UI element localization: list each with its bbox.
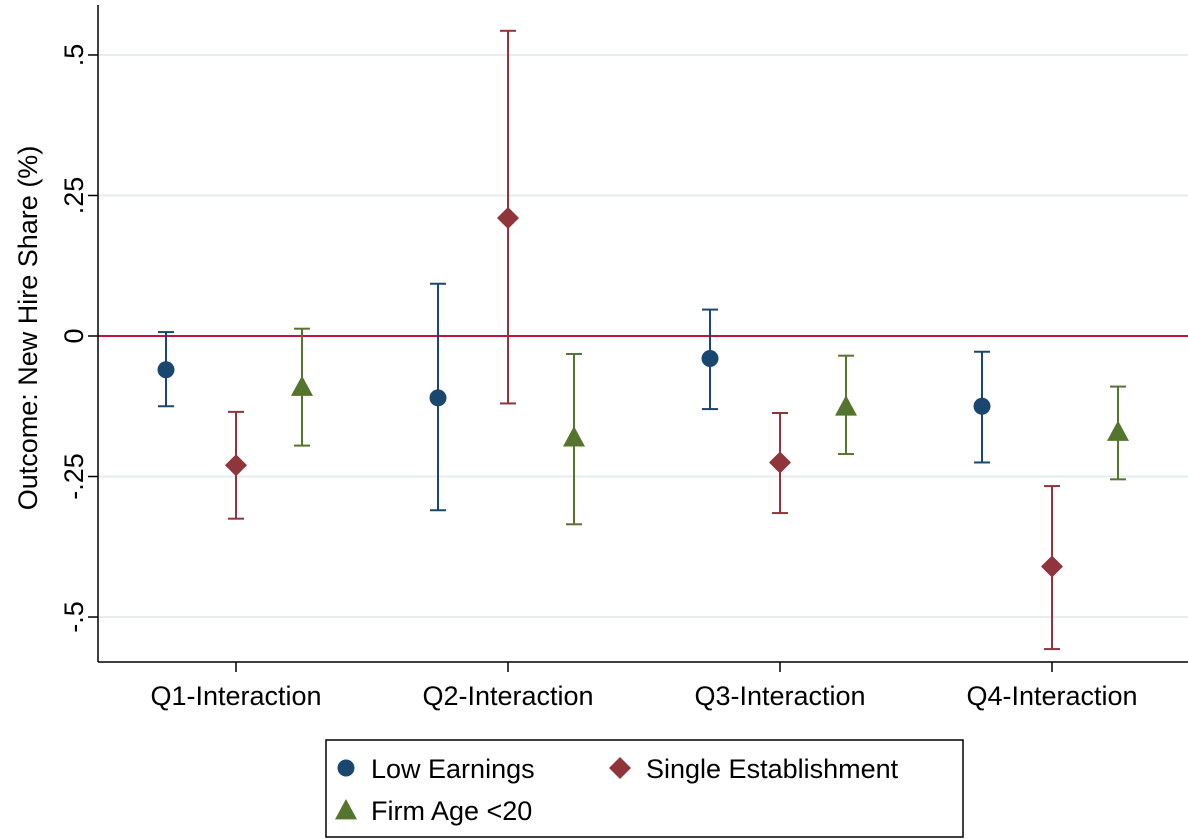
data-point	[497, 206, 519, 229]
legend-label: Single Establishment	[646, 754, 899, 784]
y-axis-title: Outcome: New Hire Share (%)	[13, 146, 43, 511]
legend-label: Low Earnings	[371, 754, 535, 784]
y-tick-label: 0	[59, 328, 89, 343]
y-tick-label: .25	[59, 177, 89, 215]
data-point	[1107, 420, 1129, 441]
x-tick-label: Q4-Interaction	[966, 681, 1137, 711]
y-tick-label: -.25	[59, 453, 89, 500]
data-marks	[157, 29, 1129, 651]
data-point	[157, 361, 175, 379]
legend-box	[325, 739, 964, 838]
y-tick-label: -.5	[59, 601, 89, 633]
data-point	[429, 389, 447, 407]
data-point	[973, 397, 991, 415]
data-point	[769, 451, 791, 474]
x-tick-label: Q2-Interaction	[422, 681, 593, 711]
legend-marker	[337, 759, 355, 777]
legend: Low Earnings Single Establishment Firm Age…	[325, 739, 964, 838]
data-point	[563, 426, 585, 447]
data-point	[1041, 555, 1063, 578]
data-point	[291, 375, 313, 396]
legend-label: Firm Age <20	[371, 796, 532, 826]
legend-marker	[609, 757, 631, 779]
data-point	[701, 349, 719, 367]
y-tick-label: .5	[59, 44, 89, 67]
x-tick-label: Q3-Interaction	[694, 681, 865, 711]
data-point	[835, 395, 857, 416]
x-tick-label: Q1-Interaction	[150, 681, 321, 711]
legend-marker	[335, 799, 357, 820]
data-point	[225, 454, 247, 477]
axes: .5 .25 0 -.25 -.5 Q1-Interaction Q2-Interactio…	[59, 5, 1188, 711]
